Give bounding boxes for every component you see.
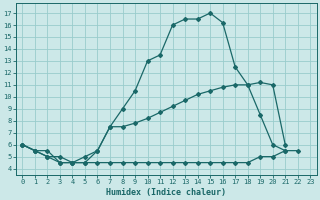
X-axis label: Humidex (Indice chaleur): Humidex (Indice chaleur): [106, 188, 226, 197]
